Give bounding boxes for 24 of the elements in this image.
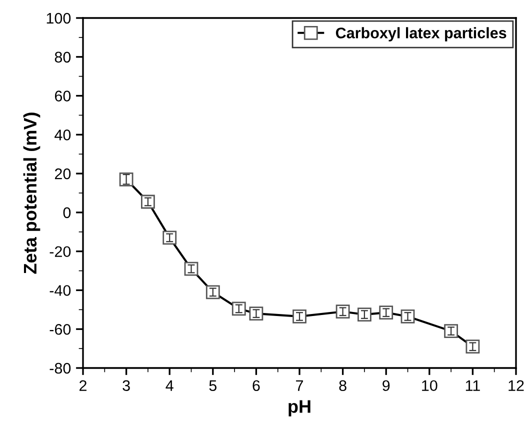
y-tick-label: -40 <box>50 285 71 296</box>
x-tick-label: 9 <box>382 380 390 392</box>
x-tick-label: 5 <box>209 380 217 392</box>
x-tick-label: 6 <box>252 380 260 392</box>
x-tick-label: 10 <box>422 380 438 392</box>
x-tick-label: 4 <box>166 380 174 391</box>
y-axis-title: Zeta potential (mV) <box>23 112 40 274</box>
y-tick-label: 40 <box>54 130 71 140</box>
y-tick-label: -80 <box>50 362 71 374</box>
y-tick-label: -20 <box>50 246 71 258</box>
y-tick-label: 20 <box>54 168 71 180</box>
y-tick-label: 80 <box>54 52 71 63</box>
x-tick-label: 2 <box>80 380 86 391</box>
x-tick-label: 8 <box>339 380 346 392</box>
x-axis-title: pH <box>288 400 310 416</box>
x-tick-label: 12 <box>508 380 524 391</box>
y-tick-label: 100 <box>46 12 71 24</box>
y-tick-label: 0 <box>63 207 71 218</box>
x-tick-label: 11 <box>466 380 480 391</box>
y-tick-label: -60 <box>50 324 71 335</box>
x-tick-label: 7 <box>296 380 303 391</box>
x-tick-label: 3 <box>122 380 130 392</box>
legend-label: Carboxyl latex particles <box>336 27 506 42</box>
y-tick-label: 60 <box>54 90 71 102</box>
